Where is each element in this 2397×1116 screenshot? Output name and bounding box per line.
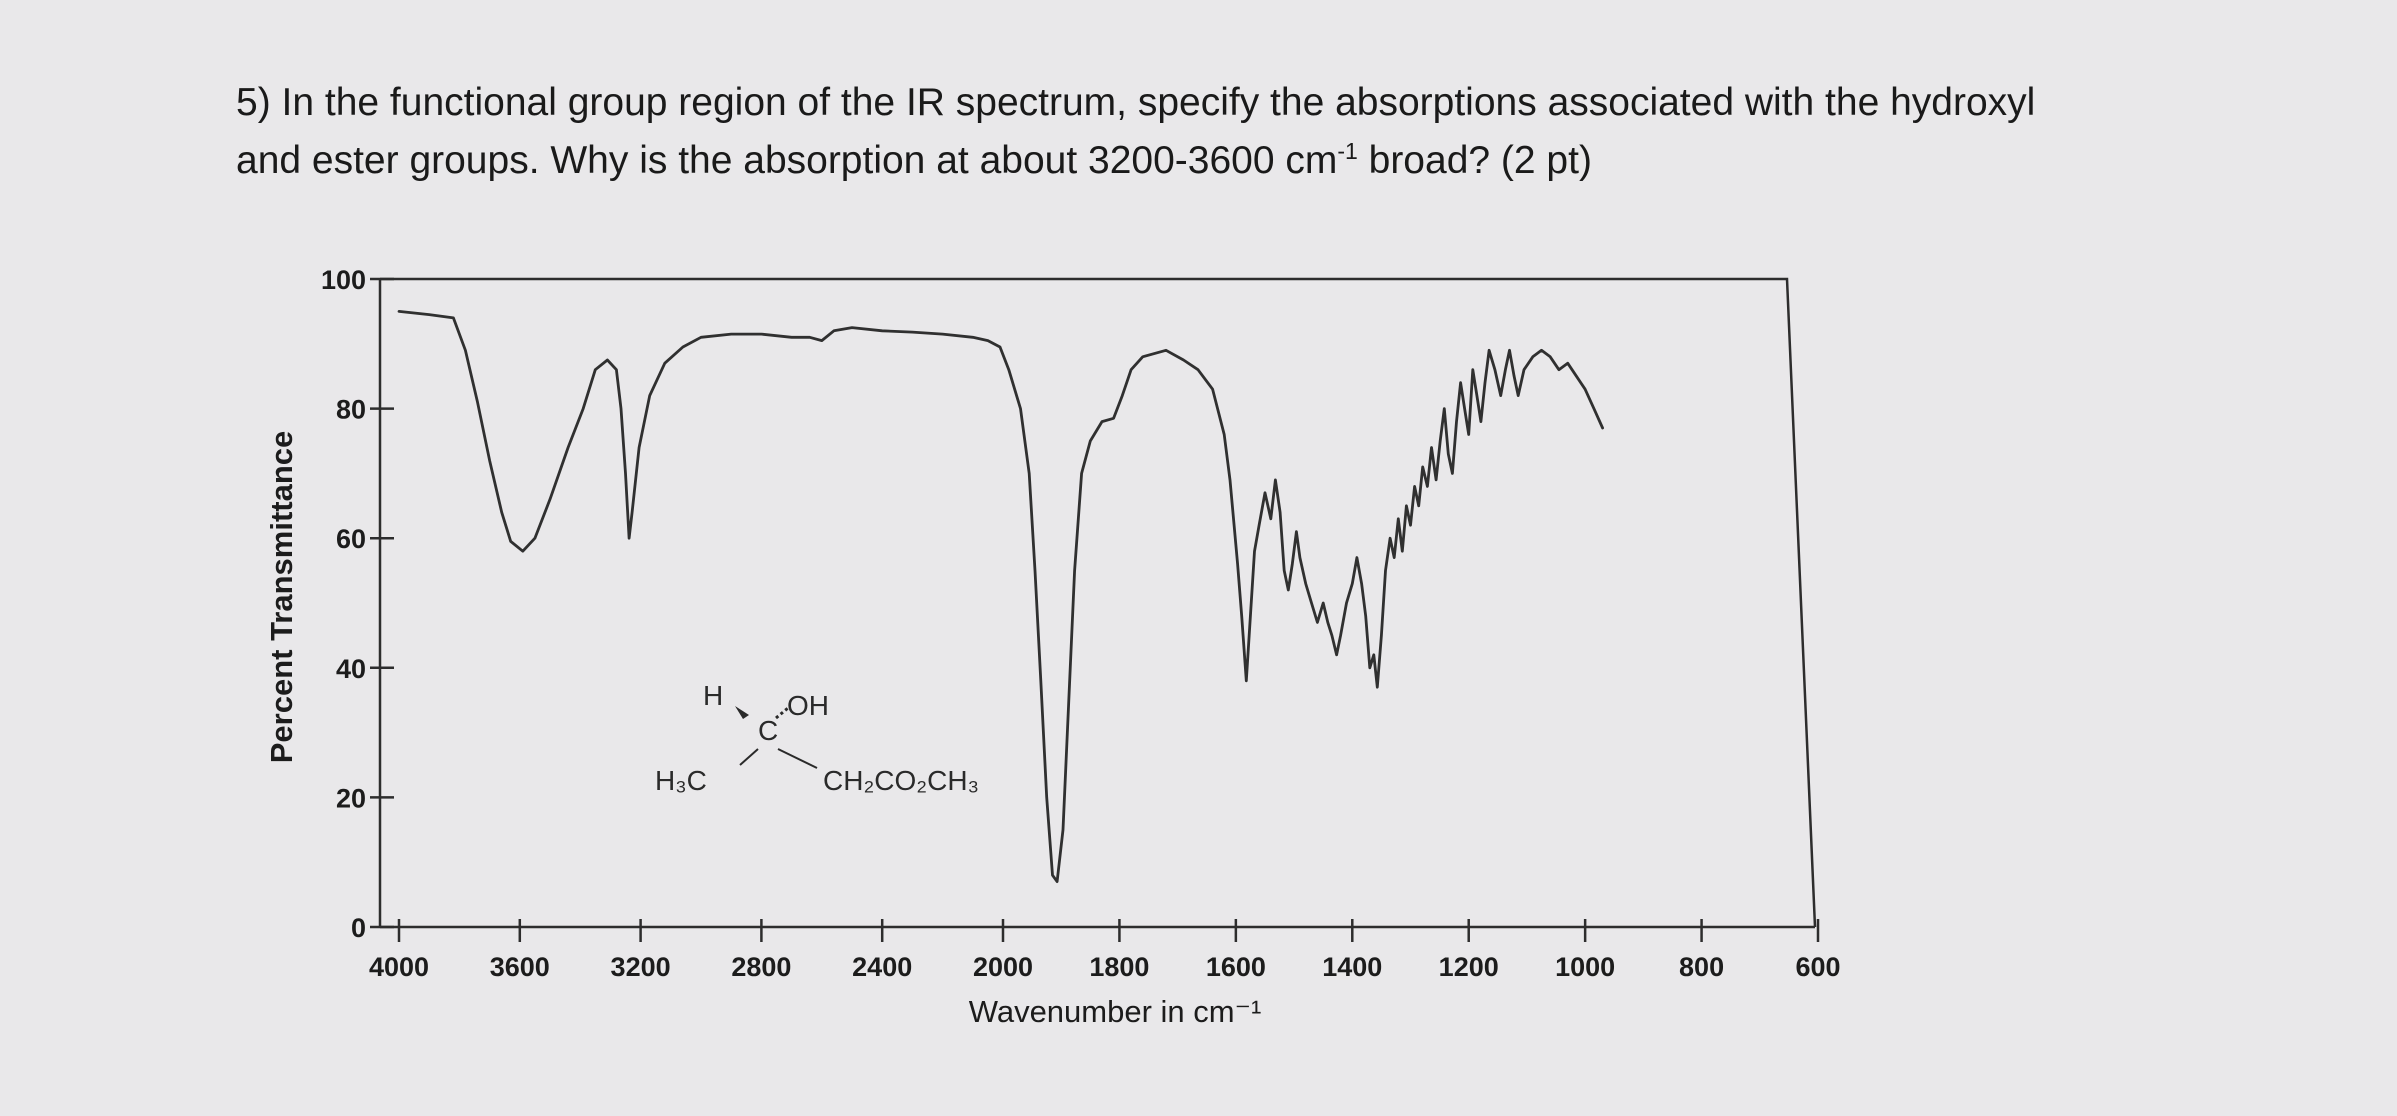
x-tick-label: 1400 (1322, 952, 1382, 982)
molecule-h: H (703, 680, 723, 711)
series-group (397, 309, 1604, 883)
y-axis-title: Percent Transmittance (264, 431, 299, 764)
question-line-1: 5) In the functional group region of the… (236, 81, 2036, 124)
x-tick-label: 1800 (1089, 952, 1149, 982)
y-tick-label: 60 (336, 524, 366, 554)
molecule-structure: H OH C H₃C CH₂CO₂CH₃ (655, 680, 979, 796)
y-axis: 0 20 40 60 80 100 (321, 265, 394, 943)
x-tick-label: 1200 (1439, 952, 1499, 982)
x-tick-label: 2000 (973, 952, 1033, 982)
molecule-h3c: H₃C (655, 765, 707, 796)
question-line-2-superscript: -1 (1337, 138, 1358, 164)
x-tick-label: 4000 (369, 952, 429, 982)
plot-border (380, 277, 1817, 928)
x-tick-label: 3600 (490, 952, 550, 982)
x-axis: 4000 3600 3200 2800 2400 2000 1800 1600 1400 1200… (369, 919, 1841, 982)
x-tick-label: 2400 (852, 952, 912, 982)
y-tick-label: 0 (351, 913, 366, 943)
question-line-2-start: and ester groups. Why is the absorption … (236, 139, 1338, 182)
y-tick-label: 20 (336, 783, 366, 813)
question-text: 5) In the functional group region of the… (236, 74, 2316, 190)
plot-frame (378, 277, 1817, 929)
molecule-carbon: C (758, 715, 778, 746)
x-tick-label: 1000 (1555, 952, 1615, 982)
y-tick-label: 80 (336, 395, 366, 425)
y-tick-label: 100 (321, 265, 366, 295)
x-tick-label: 2800 (731, 952, 791, 982)
x-tick-label: 600 (1795, 952, 1840, 982)
molecule-wedge-bond (735, 706, 749, 719)
x-tick-label: 3200 (611, 952, 671, 982)
y-tick-label: 40 (336, 654, 366, 684)
transmittance-line (397, 309, 1604, 883)
molecule-bond-right (777, 748, 818, 769)
question-line-2-end: broad? (2 pt) (1357, 139, 1592, 182)
x-tick-label: 1600 (1206, 952, 1266, 982)
molecule-oh: OH (787, 690, 829, 721)
molecule-ester-chain: CH₂CO₂CH₃ (823, 765, 979, 796)
molecule-bond-left (739, 748, 759, 766)
molecule-dash-bond (775, 706, 789, 720)
x-axis-title: Wavenumber in cm⁻¹ (969, 994, 1262, 1029)
question-line-2: and ester groups. Why is the absorption … (236, 132, 2316, 190)
x-tick-label: 800 (1679, 952, 1724, 982)
